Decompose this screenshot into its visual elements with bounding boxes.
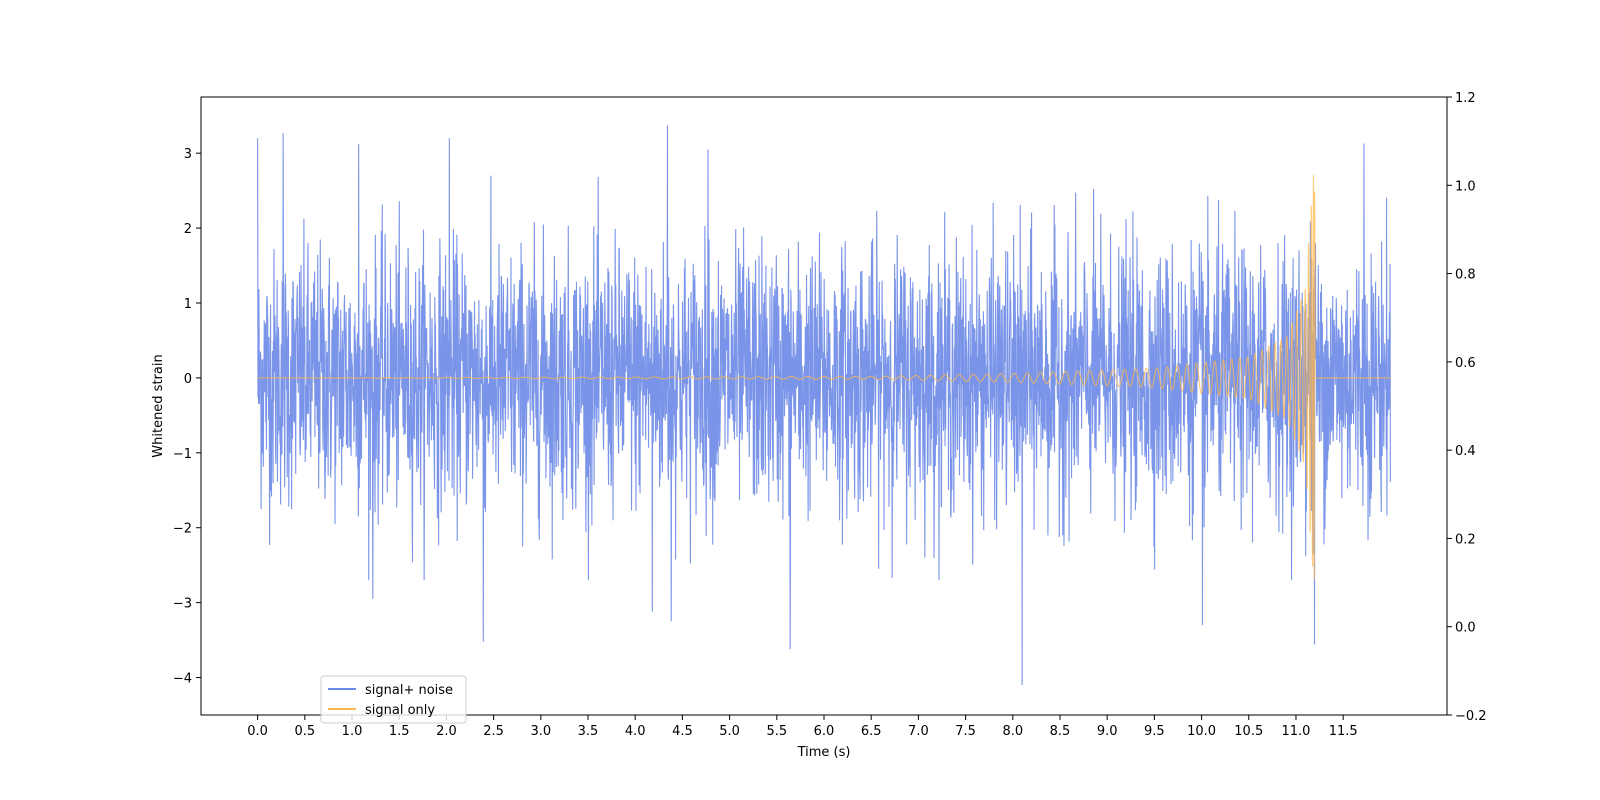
x-tick-label: 3.0: [530, 724, 551, 739]
legend: signal+ noise signal only: [320, 675, 467, 724]
y-tick-label: 1: [184, 297, 192, 312]
x-tick-label: 8.5: [1050, 724, 1071, 739]
legend-box: [320, 675, 467, 724]
legend-label-signal-noise: signal+ noise: [365, 683, 453, 698]
y2-tick-label: 1.0: [1455, 179, 1476, 194]
y-tick-label: −4: [173, 672, 192, 687]
y2-tick-label: 0.2: [1455, 532, 1476, 547]
y-tick-label: −2: [173, 522, 192, 537]
x-tick-label: 5.5: [766, 724, 787, 739]
x-tick-label: 1.5: [389, 724, 410, 739]
y2-tick-label: 1.2: [1455, 91, 1476, 106]
y-tick-label: 0: [184, 372, 192, 387]
x-tick-label: 4.5: [672, 724, 693, 739]
x-axis-label: Time (s): [797, 745, 851, 760]
x-tick-label: 8.0: [1002, 724, 1023, 739]
x-tick-label: 4.0: [625, 724, 646, 739]
x-tick-label: 6.0: [814, 724, 835, 739]
x-tick-label: 9.5: [1144, 724, 1165, 739]
x-tick-label: 9.0: [1097, 724, 1118, 739]
x-tick-label: 2.5: [483, 724, 504, 739]
x-tick-label: 10.5: [1234, 724, 1263, 739]
x-tick-label: 11.5: [1329, 724, 1358, 739]
x-tick-label: 5.0: [719, 724, 740, 739]
y2-tick-label: −0.2: [1455, 709, 1487, 724]
y2-tick-label: 0.0: [1455, 621, 1476, 636]
y-tick-label: −3: [173, 597, 192, 612]
x-tick-label: 0.5: [294, 724, 315, 739]
x-tick-label: 1.0: [342, 724, 363, 739]
y2-tick-label: 0.8: [1455, 268, 1476, 283]
y2-tick-label: 0.4: [1455, 444, 1476, 459]
y-tick-label: −1: [173, 447, 192, 462]
y2-tick-label: 0.6: [1455, 356, 1476, 371]
x-tick-label: 3.5: [578, 724, 599, 739]
x-tick-label: 0.0: [247, 724, 268, 739]
x-tick-label: 6.5: [861, 724, 882, 739]
x-tick-label: 10.0: [1187, 724, 1216, 739]
series-line-signal-only: [257, 174, 1391, 580]
y-tick-label: 3: [184, 147, 192, 162]
y-axis-label: Whitened strain: [151, 354, 166, 457]
x-tick-label: 2.0: [436, 724, 457, 739]
x-tick-label: 11.0: [1281, 724, 1310, 739]
series-line-signal-noise: [257, 125, 1391, 686]
x-tick-label: 7.0: [908, 724, 929, 739]
x-tick-label: 7.5: [955, 724, 976, 739]
legend-label-signal-only: signal only: [365, 703, 435, 718]
y-tick-label: 2: [184, 222, 192, 237]
